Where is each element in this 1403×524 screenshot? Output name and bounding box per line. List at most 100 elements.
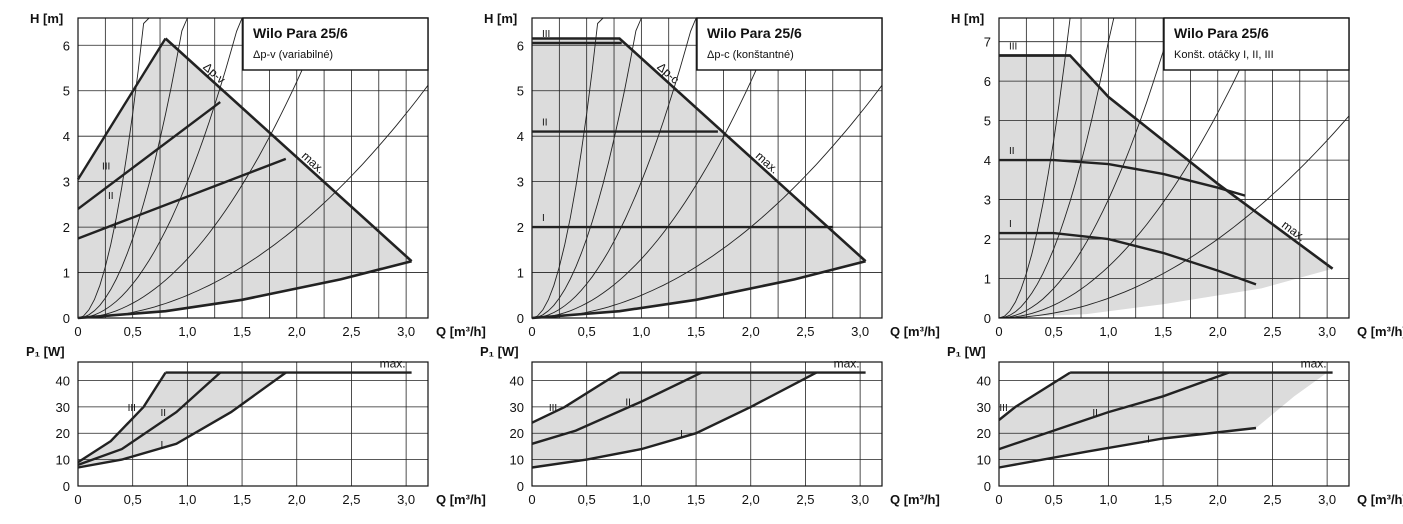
chart-title: Wilo Para 25/6 [1174, 25, 1269, 41]
h-x-tick: 2,5 [796, 324, 814, 339]
system-parabola-2 [998, 17, 1115, 319]
system-parabola-5 [77, 85, 429, 319]
power-label-II: II [160, 408, 166, 419]
speed-curve-II [77, 101, 221, 210]
h-y-tick: 3 [517, 175, 524, 190]
h-y-tick: 4 [517, 129, 524, 144]
p-x-tick: 1,5 [233, 492, 251, 507]
h-x-tick: 2,5 [342, 324, 360, 339]
h-x-axis-label: Q [m³/h] [890, 324, 940, 339]
p-y-tick: 40 [56, 373, 70, 388]
p-x-axis-label: Q [m³/h] [1357, 492, 1403, 507]
power-label-III: III [128, 403, 136, 414]
h-x-tick: 3,0 [1318, 324, 1336, 339]
chart-subtitle: Δp-c (konštantné) [707, 49, 794, 61]
system-parabola-5 [999, 115, 1350, 319]
speed-curve-II [999, 158, 1246, 197]
p-y-tick: 10 [56, 453, 70, 468]
p-plot-frame [531, 361, 883, 487]
system-parabola-3 [531, 17, 697, 319]
max-curve [532, 37, 867, 263]
p-x-axis-label: Q [m³/h] [890, 492, 940, 507]
h-y-axis-label: H [m] [30, 11, 63, 26]
system-parabola-2 [531, 17, 642, 319]
p-y-tick: 30 [977, 400, 991, 415]
p-x-tick: 1,0 [178, 492, 196, 507]
h-x-tick: 1,5 [1154, 324, 1172, 339]
p-y-tick: 40 [977, 373, 991, 388]
power-curve-III [77, 371, 167, 464]
p-plot-frame [77, 361, 429, 487]
p-x-tick: 2,0 [288, 492, 306, 507]
speed-label-II: II [1009, 146, 1015, 157]
h-x-tick: 2,0 [742, 324, 760, 339]
p-x-tick: 1,5 [687, 492, 705, 507]
h-y-tick: 4 [63, 129, 70, 144]
p-x-tick: 1,0 [632, 492, 650, 507]
p-x-tick: 0,5 [124, 492, 142, 507]
chart-title: Wilo Para 25/6 [253, 25, 348, 41]
system-parabola-1 [531, 17, 604, 319]
h-y-tick: 2 [517, 220, 524, 235]
max-curve [164, 37, 413, 263]
h-y-tick: 1 [984, 272, 991, 287]
p-x-tick: 1,0 [1099, 492, 1117, 507]
h-x-tick: 2,5 [1263, 324, 1281, 339]
h-x-tick: 0 [995, 324, 1002, 339]
power-curve-I [531, 371, 817, 469]
system-parabola-4 [531, 17, 784, 319]
h-y-tick: 1 [517, 266, 524, 281]
p-y-tick: 30 [56, 400, 70, 415]
speed-curve-III [76, 37, 167, 181]
power-label-III: III [999, 403, 1007, 414]
p-x-tick: 2,5 [342, 492, 360, 507]
speed-label-I: I [1009, 219, 1012, 230]
p-y-tick: 10 [977, 453, 991, 468]
h-x-axis-label: Q [m³/h] [1357, 324, 1403, 339]
h-x-tick: 0,5 [124, 324, 142, 339]
speed-label-II: II [542, 118, 548, 129]
h-y-tick: 6 [517, 38, 524, 53]
system-parabola-1 [998, 17, 1071, 319]
speed-curve-I [999, 231, 1257, 286]
p-x-tick: 0,5 [1045, 492, 1063, 507]
p-x-tick: 3,0 [397, 492, 415, 507]
h-y-tick: 1 [63, 266, 70, 281]
speed-label-I: I [542, 213, 545, 224]
title-box [242, 17, 429, 71]
power-curve-III [998, 371, 1071, 421]
power-curve-II [77, 371, 222, 467]
h-x-tick: 1,5 [233, 324, 251, 339]
h-x-tick: 0 [528, 324, 535, 339]
h-y-axis-label: H [m] [484, 11, 517, 26]
h-x-tick: 0,5 [1045, 324, 1063, 339]
power-curve-I [77, 371, 287, 469]
h-y-tick: 0 [517, 311, 524, 326]
p-y-tick: 20 [510, 426, 524, 441]
system-parabola-4 [998, 17, 1268, 319]
chart-subtitle: Δp-v (variabilné) [253, 49, 333, 61]
p-x-tick: 2,5 [1263, 492, 1281, 507]
system-parabola-3 [998, 17, 1175, 319]
p-x-tick: 0 [528, 492, 535, 507]
p-y-axis-label: P₁ [W] [480, 344, 519, 359]
h-y-tick: 3 [63, 175, 70, 190]
power-label-II: II [625, 398, 631, 409]
system-parabola-5 [531, 85, 883, 319]
system-parabola-2 [77, 17, 188, 319]
speed-label-III: III [1009, 42, 1017, 53]
h-y-axis-label: H [m] [951, 11, 984, 26]
speed-label-III: III [102, 161, 110, 172]
h-y-tick: 5 [984, 114, 991, 129]
p-x-tick: 2,5 [796, 492, 814, 507]
power-label-II: II [1092, 408, 1098, 419]
power-region [532, 372, 817, 468]
operating-region [999, 55, 1333, 318]
